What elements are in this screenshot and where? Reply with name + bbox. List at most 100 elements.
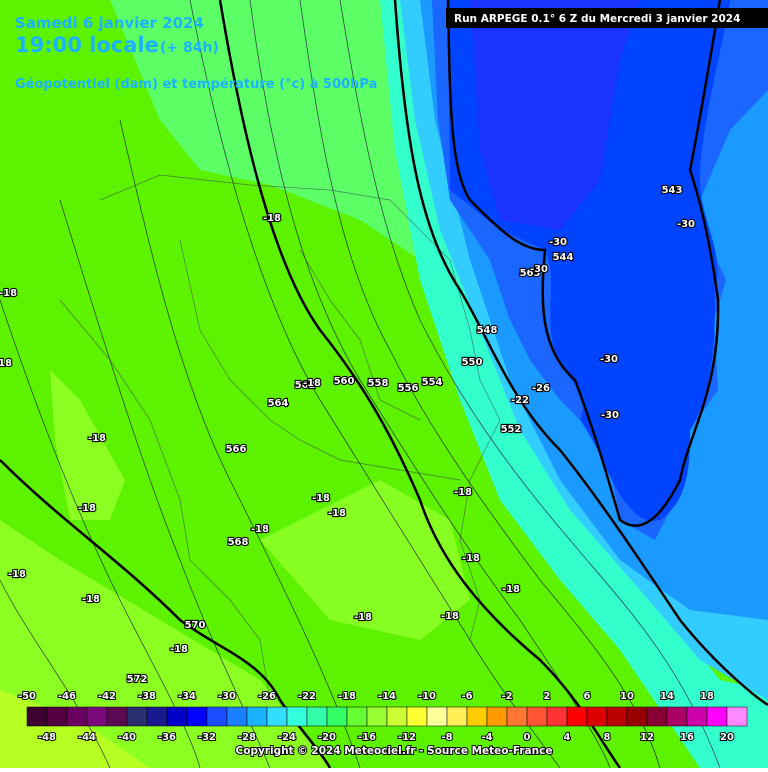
colorbar-label: -10	[418, 691, 436, 702]
colorbar-swatch	[406, 706, 428, 727]
borders	[59, 174, 501, 701]
contour-label: 552	[501, 424, 522, 435]
colorbar-label: 14	[660, 691, 674, 702]
colorbar-swatch	[486, 706, 508, 727]
colorbar-swatch	[666, 706, 688, 727]
colorbar-label: -50	[18, 691, 36, 702]
colorbar-swatch	[186, 706, 208, 727]
colorbar-swatch	[266, 706, 288, 727]
colorbar-swatch	[626, 706, 648, 727]
colorbar-swatch	[686, 706, 708, 727]
colorbar-swatch	[446, 706, 468, 727]
local-time: 19:00 locale	[15, 33, 159, 57]
colorbar-swatch	[526, 706, 548, 727]
colorbar-swatch	[66, 706, 88, 727]
colorbar-swatch	[146, 706, 168, 727]
colorbar-label: -38	[138, 691, 156, 702]
colorbar-swatch	[646, 706, 668, 727]
colorbar-label: -14	[378, 691, 396, 702]
colorbar-label: -12	[398, 732, 416, 743]
colorbar-swatch	[46, 706, 68, 727]
contour-label: -18	[454, 487, 472, 498]
colorbar-swatch	[546, 706, 568, 727]
colorbar-swatch	[286, 706, 308, 727]
contour-label: 550	[462, 357, 483, 368]
colorbar-label: -46	[58, 691, 76, 702]
colorbar-swatch	[226, 706, 248, 727]
colorbar-label: -48	[38, 732, 56, 743]
cool-zone	[110, 0, 440, 260]
contour-label: -18	[78, 503, 96, 514]
colorbar-label: 12	[640, 732, 654, 743]
contour-label: -18	[441, 611, 459, 622]
contour-label: 572	[127, 674, 148, 685]
contour-label: -22	[511, 395, 529, 406]
colorbar-label: -44	[78, 732, 96, 743]
warm-zone	[260, 480, 470, 640]
colorbar-label: -2	[501, 691, 512, 702]
contour-label: -30	[677, 219, 695, 230]
colorbar: -50-48-46-44-42-40-38-36-34-32-30-28-26-…	[17, 690, 748, 744]
colorbar-swatch	[86, 706, 108, 727]
colorbar-label: -26	[258, 691, 276, 702]
contour-label: -18	[303, 378, 321, 389]
run-box	[446, 8, 768, 28]
warm-zone	[0, 520, 330, 768]
colorbar-swatch	[586, 706, 608, 727]
contour-label: 554	[422, 377, 443, 388]
contour-label: -26	[532, 383, 550, 394]
colorbar-label: 10	[620, 691, 634, 702]
colorbar-swatch	[206, 706, 228, 727]
contour-label: -30	[530, 264, 548, 275]
contour-label: -18	[251, 524, 269, 535]
contour-label: -18	[0, 288, 17, 299]
field-description: Géopotentiel (dam) et température (°c) à…	[15, 77, 377, 92]
contour-label: -18	[462, 553, 480, 564]
contour-label: 548	[477, 325, 498, 336]
colorbar-label: -18	[338, 691, 356, 702]
colorbar-swatch	[366, 706, 388, 727]
contour-label: -18	[88, 433, 106, 444]
date: Samedi 6 janvier 2024	[15, 14, 204, 32]
colorbar-swatch	[26, 706, 48, 727]
colorbar-swatch	[706, 706, 728, 727]
colorbar-label: -8	[441, 732, 452, 743]
contour-label: 566	[226, 444, 247, 455]
contour-label: -18	[312, 493, 330, 504]
colorbar-swatch	[386, 706, 408, 727]
contour-label: 556	[398, 383, 419, 394]
colorbar-label: 8	[604, 732, 611, 743]
colorbar-label: 18	[700, 691, 714, 702]
contour-label: -30	[601, 410, 619, 421]
colorbar-swatch	[466, 706, 488, 727]
contour-label: 563	[520, 268, 541, 279]
contour-label: 562	[295, 380, 316, 391]
contour-label: -18	[354, 612, 372, 623]
contour-label: 543	[662, 185, 683, 196]
colorbar-swatch	[606, 706, 628, 727]
contour-label: -30	[549, 237, 567, 248]
colorbar-label: 16	[680, 732, 694, 743]
colorbar-swatch	[566, 706, 588, 727]
contour-label: -18	[8, 569, 26, 580]
colorbar-label: 2	[544, 691, 551, 702]
colorbar-label: -22	[298, 691, 316, 702]
warm-zone	[50, 370, 125, 520]
copyright: Copyright © 2024 Meteociel.fr - Source M…	[236, 745, 553, 757]
colorbar-swatch	[306, 706, 328, 727]
colorbar-swatch	[346, 706, 368, 727]
colorbar-swatch	[326, 706, 348, 727]
contour-label: -30	[600, 354, 618, 365]
colorbar-label: 20	[720, 732, 734, 743]
colorbar-label: -42	[98, 691, 116, 702]
contour-labels: -18-18-18563-30544-30543-30548550-305605…	[0, 184, 696, 686]
colorbar-label: -32	[198, 732, 216, 743]
contour-label: 544	[553, 252, 574, 263]
contour-label: -18	[502, 584, 520, 595]
colorbar-swatch	[166, 706, 188, 727]
cold-core	[470, 0, 640, 230]
contour-label: -18	[170, 644, 188, 655]
